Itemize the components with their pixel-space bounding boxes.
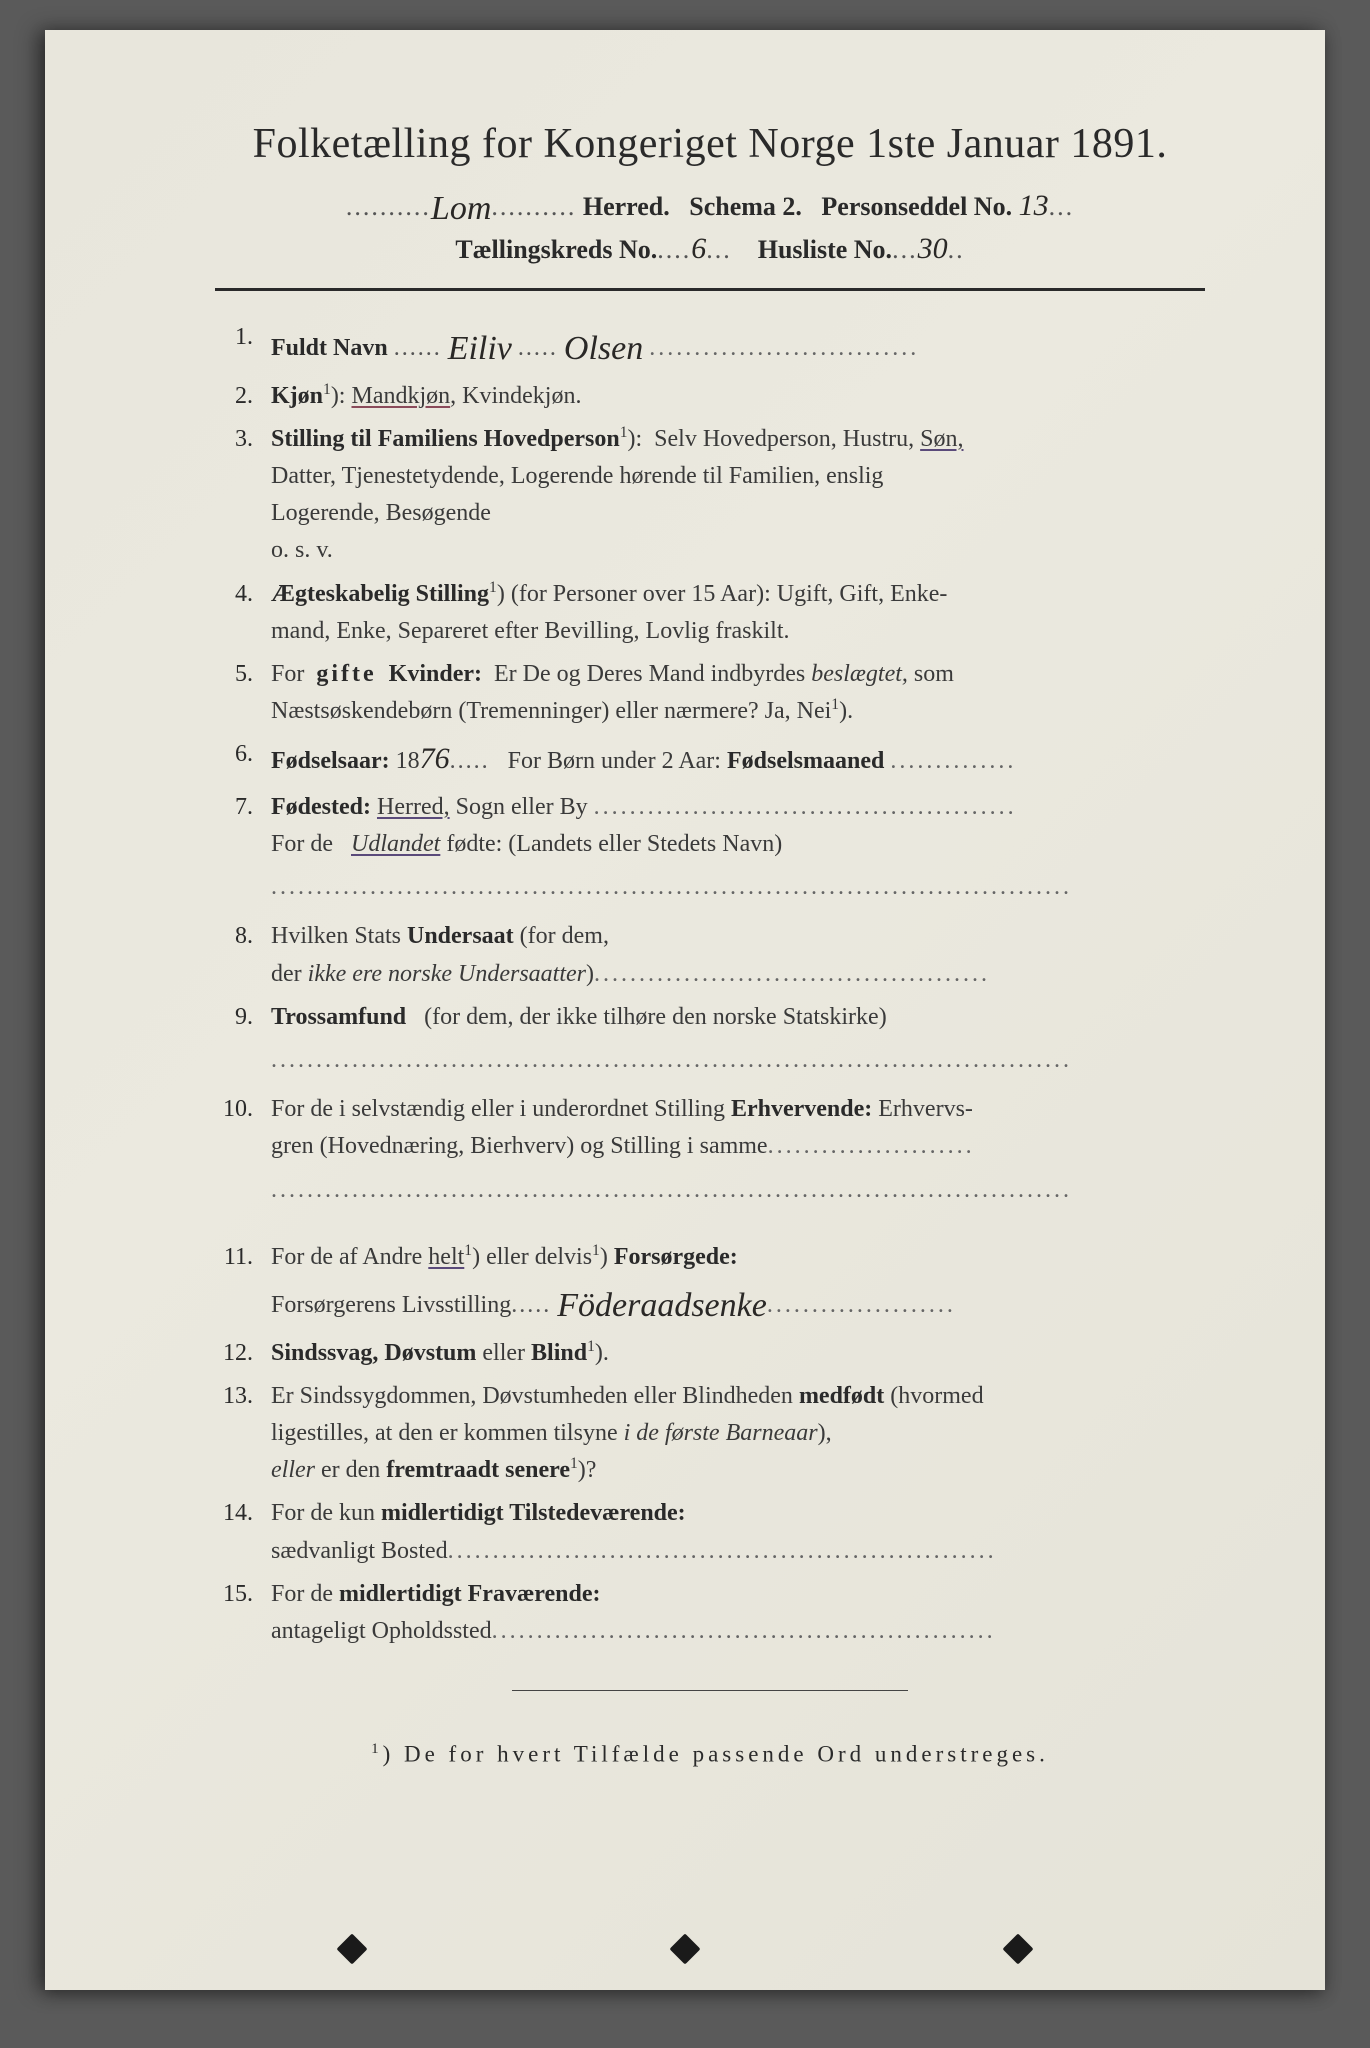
name-last: Olsen	[564, 323, 643, 376]
forsorger-hand: Föderaadsenke	[557, 1280, 767, 1333]
item-3: 3. Stilling til Familiens Hovedperson1):…	[215, 421, 1205, 570]
subtitle-row-2: Tællingskreds No.....6... Husliste No...…	[215, 232, 1205, 266]
page-title: Folketælling for Kongeriget Norge 1ste J…	[215, 120, 1205, 168]
item-12: 12. Sindssvag, Døvstum eller Blind1).	[215, 1335, 1205, 1372]
kreds-label: Tællingskreds No.	[455, 235, 657, 264]
label-kjon: Kjøn	[271, 383, 323, 409]
schema-label: Schema 2.	[689, 192, 802, 221]
opt-kvindekjon: Kvindekjøn.	[462, 383, 581, 409]
herred-handwritten: Lom	[431, 190, 491, 228]
label-fodested: Fødested:	[271, 794, 371, 820]
binding-holes	[45, 1938, 1325, 1960]
label-stilling: Stilling til Familiens Hovedperson	[271, 426, 620, 452]
label-aegteskab: Ægteskabelig Stilling	[271, 581, 489, 607]
divider-bottom	[512, 1690, 908, 1691]
item-5: 5. For gifte Kvinder: Er De og Deres Man…	[215, 656, 1205, 730]
item-9: 9. Trossamfund (for dem, der ikke tilhør…	[215, 999, 1205, 1085]
item-7: 7. Fødested: Herred, Sogn eller By .....…	[215, 789, 1205, 913]
item-1: 1. Fuldt Navn ...... Eiliv ..... Olsen .…	[215, 319, 1205, 372]
item-11: 11. For de af Andre helt1) eller delvis1…	[215, 1239, 1205, 1329]
item-6: 6. Fødselsaar: 1876..... For Børn under …	[215, 736, 1205, 783]
hole-icon	[336, 1933, 367, 1964]
divider-top	[215, 288, 1205, 291]
kreds-no: 6	[691, 232, 706, 265]
year-hand: 76	[420, 742, 450, 775]
item-14: 14. For de kun midlertidigt Tilstedevære…	[215, 1495, 1205, 1569]
label-fodselsaar: Fødselsaar:	[271, 748, 390, 774]
personseddel-label: Personseddel No.	[821, 192, 1012, 221]
item-8: 8. Hvilken Stats Undersaat (for dem, der…	[215, 918, 1205, 992]
opt-mandkjon: Mandkjøn	[351, 383, 450, 409]
item-10: 10. For de i selvstændig eller i underor…	[215, 1091, 1205, 1215]
subtitle-row-1: ..........Lom.......... Herred. Schema 2…	[215, 186, 1205, 224]
item-13: 13. Er Sindssygdommen, Døvstumheden elle…	[215, 1378, 1205, 1490]
item-2: 2. Kjøn1): Mandkjøn, Kvindekjøn.	[215, 378, 1205, 415]
opt-son: Søn,	[920, 426, 963, 452]
dots-prefix: ..........	[346, 192, 431, 221]
label-fuldt-navn: Fuldt Navn	[271, 335, 388, 361]
hole-icon	[1003, 1933, 1034, 1964]
item-15: 15. For de midlertidigt Fraværende: anta…	[215, 1576, 1205, 1650]
herred-label: Herred.	[583, 192, 670, 221]
name-first: Eiliv	[448, 323, 512, 376]
census-form-page: Folketælling for Kongeriget Norge 1ste J…	[45, 30, 1325, 1990]
husliste-no: 30	[918, 232, 948, 265]
item-4: 4. Ægteskabelig Stilling1) (for Personer…	[215, 576, 1205, 650]
personseddel-no: 13	[1019, 189, 1049, 222]
dots-suffix: ..........	[491, 192, 576, 221]
husliste-label: Husliste No.	[758, 235, 892, 264]
footnote: 1) De for hvert Tilfælde passende Ord un…	[215, 1741, 1205, 1768]
label-trossamfund: Trossamfund	[271, 1004, 406, 1030]
hole-icon	[669, 1933, 700, 1964]
